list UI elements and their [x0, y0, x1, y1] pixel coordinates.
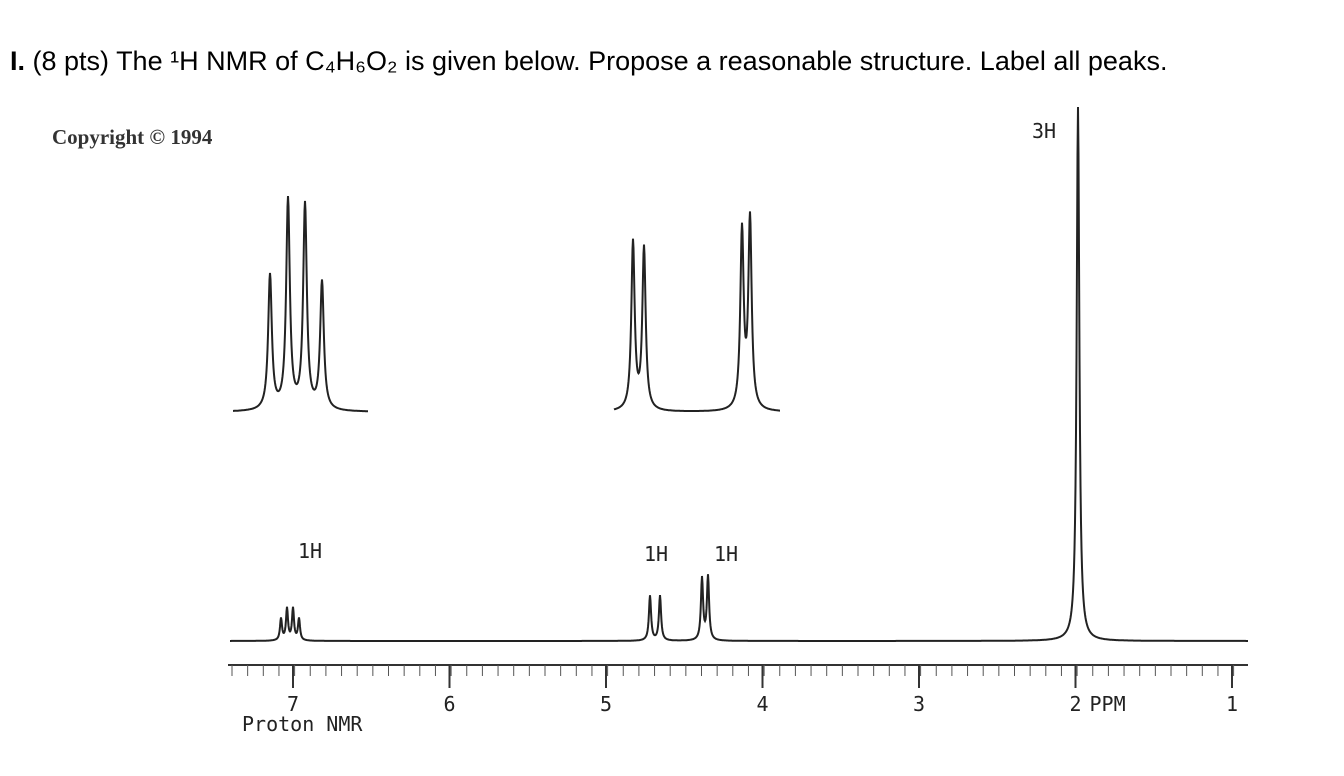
question-text: (8 pts) The ¹H NMR of C₄H₆O₂ is given be… — [32, 46, 1168, 76]
tick-label: 7 — [287, 692, 299, 716]
tick-label: 2 — [1070, 692, 1082, 716]
question-number: I. — [10, 46, 26, 76]
question: I. (8 pts) The ¹H NMR of C₄H₆O₂ is given… — [10, 46, 1167, 77]
tick-label: 6 — [444, 692, 456, 716]
tick-label: 5 — [600, 692, 612, 716]
integration: 1H — [714, 542, 738, 566]
tick-label: 4 — [757, 692, 769, 716]
minor-ticks — [231, 665, 1235, 676]
copyright: Copyright © 1994 — [52, 125, 213, 149]
integration: 1H — [298, 539, 322, 563]
spectrum-line — [613, 211, 780, 412]
caption: Proton NMR — [242, 712, 363, 736]
integration: 3H — [1032, 119, 1056, 143]
tick-label: 3 — [913, 692, 925, 716]
integration: 1H — [644, 542, 668, 566]
tick-label: 1 — [1226, 692, 1238, 716]
axis-unit: PPM — [1090, 692, 1126, 716]
spectrum-line — [233, 196, 368, 413]
curves — [230, 106, 1248, 642]
spectrum-line — [230, 106, 1248, 642]
